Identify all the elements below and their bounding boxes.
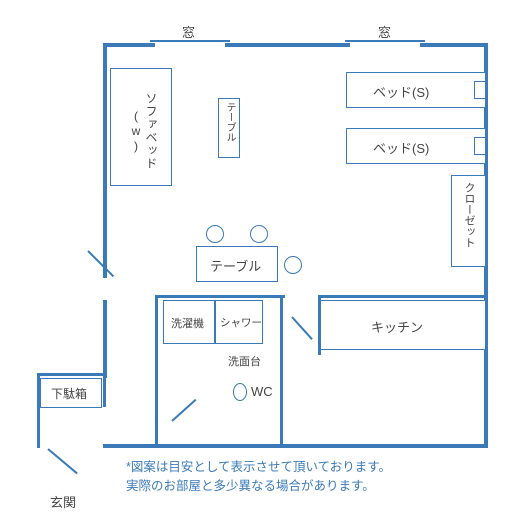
wc-label: WC: [251, 384, 273, 399]
disclaimer-note: *図案は目安として表示させて頂いております。 実際のお部屋と多少異なる場合があり…: [126, 458, 391, 496]
shoe-box-label: 下駄箱: [51, 385, 87, 402]
wall-i3: [318, 295, 488, 298]
note-line-2: 実際のお部屋と多少異なる場合があります。: [126, 479, 375, 493]
dining-table-label: テーブル: [210, 256, 261, 275]
washer: 洗濯機: [163, 300, 215, 344]
window-label-1: 窓: [182, 22, 195, 41]
door-4: [47, 448, 77, 474]
door-3: [171, 399, 196, 422]
shoe-box: 下駄箱: [40, 378, 102, 408]
shower: シャワー: [215, 300, 263, 344]
wall-i5: [37, 373, 105, 376]
closet-label: クローゼット: [461, 182, 477, 248]
kitchen: キッチン: [320, 300, 486, 350]
bed-2-handle: [474, 137, 486, 155]
bed-2-label: ベッド(S): [373, 138, 429, 157]
basin-label: 洗面台: [228, 353, 261, 369]
door-1: [87, 250, 114, 277]
closet: クローゼット: [451, 175, 486, 267]
sofa-bed-label: ソファベッド(w): [129, 77, 160, 185]
sofa-bed: ソファベッド(w): [110, 68, 172, 186]
bed-1: ベッド(S): [346, 72, 486, 108]
shower-label: シャワー: [220, 315, 262, 330]
wall-i0: [155, 295, 158, 445]
outer-wall-left-lower: [103, 300, 107, 378]
dining-table: テーブル: [196, 246, 278, 282]
bed-1-handle: [474, 81, 486, 99]
floor-plan-diagram: 窓 窓 ソファベッド(w) テーブル ベッド(S) ベッド(S) クローゼット …: [0, 0, 514, 514]
chair-1: [206, 225, 224, 243]
outer-wall-bottom: [103, 444, 488, 448]
door-2: [291, 316, 313, 340]
bed-1-label: ベッド(S): [373, 82, 429, 101]
wall-i7: [103, 373, 106, 407]
small-table: テーブル: [218, 98, 240, 158]
entrance-label: 玄関: [50, 492, 76, 511]
wc-box: WC: [229, 378, 277, 408]
kitchen-label: キッチン: [371, 317, 423, 336]
note-line-1: *図案は目安として表示させて頂いております。: [126, 460, 391, 474]
chair-2: [250, 225, 268, 243]
window-label-2: 窓: [378, 22, 391, 41]
window-2-gap: [350, 41, 420, 49]
chair-3: [284, 256, 302, 274]
wall-i2: [280, 295, 283, 445]
washer-label: 洗濯機: [171, 315, 204, 331]
bed-2: ベッド(S): [346, 128, 486, 164]
wc-oval: [233, 383, 247, 401]
outer-wall-left-upper: [103, 43, 107, 278]
wall-i1: [155, 295, 285, 298]
small-table-label: テーブル: [222, 102, 237, 142]
window-1-gap: [155, 41, 225, 49]
